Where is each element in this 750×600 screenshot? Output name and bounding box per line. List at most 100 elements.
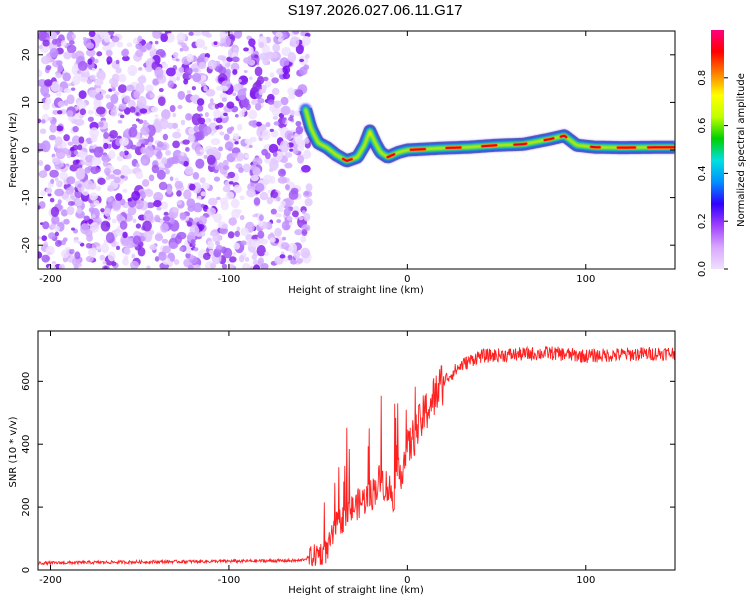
noise-blob (195, 159, 204, 169)
noise-blob (62, 72, 71, 81)
noise-blob (208, 198, 218, 206)
noise-blob (300, 236, 306, 243)
noise-blob (115, 67, 121, 73)
noise-blob (186, 198, 195, 208)
noise-blob (237, 89, 246, 100)
noise-blob (140, 126, 149, 135)
noise-blob (291, 136, 295, 139)
noise-blob (210, 98, 214, 103)
noise-blob (97, 220, 101, 224)
noise-blob (131, 191, 140, 201)
noise-blob (274, 228, 282, 237)
noise-blob (182, 139, 189, 144)
noise-blob (207, 155, 216, 165)
noise-blob (106, 232, 115, 243)
x-tick-label: -200 (39, 575, 62, 586)
noise-blob (103, 160, 108, 167)
noise-blob (83, 37, 87, 41)
noise-blob (72, 34, 76, 39)
noise-blob (250, 164, 256, 171)
ridge-peak-segment (411, 149, 425, 150)
noise-blob (67, 94, 75, 104)
noise-blob (90, 166, 99, 174)
noise-blob (128, 198, 133, 202)
noise-blob (122, 189, 127, 193)
noise-blob (91, 208, 100, 219)
noise-blob (233, 185, 242, 193)
noise-blob (273, 116, 278, 120)
noise-blob (149, 175, 155, 182)
noise-blob (39, 45, 43, 49)
noise-blob (165, 150, 171, 156)
noise-blob (96, 106, 106, 114)
noise-blob (280, 254, 286, 258)
noise-blob (76, 172, 84, 180)
noise-blob (136, 223, 141, 228)
noise-blob (52, 261, 57, 265)
noise-blob (192, 86, 196, 90)
noise-blob (136, 112, 140, 116)
noise-blob (104, 168, 111, 175)
noise-blob (214, 177, 220, 182)
noise-blob (98, 121, 104, 127)
figure-canvas: S197.2026.027.06.11.G17 -200 -100 0 100 -20… (0, 0, 750, 600)
noise-blob (190, 254, 194, 259)
noise-blob (72, 126, 78, 132)
spectrogram-panel: -200 -100 0 100 -20-1001020 Height of strai… (8, 26, 675, 296)
noise-blob (255, 103, 261, 110)
noise-blob (302, 36, 311, 46)
noise-blob (240, 196, 245, 200)
noise-blob (112, 219, 117, 224)
noise-blob (143, 230, 152, 242)
noise-blob (252, 254, 258, 260)
noise-blob (216, 118, 222, 124)
noise-blob (55, 232, 59, 237)
noise-blob (159, 182, 168, 191)
noise-blob (105, 94, 110, 98)
noise-blob (160, 223, 169, 233)
noise-blob (305, 54, 310, 59)
noise-blob (177, 91, 185, 100)
noise-blob (89, 193, 98, 201)
noise-blob (155, 119, 160, 124)
noise-blob (198, 196, 202, 200)
noise-blob (234, 29, 242, 39)
noise-blob (108, 251, 116, 261)
spectrogram-x-label: Height of straight line (km) (288, 285, 424, 296)
noise-blob (248, 38, 255, 47)
noise-blob (155, 41, 159, 45)
noise-blob (74, 251, 80, 259)
x-tick-label: 0 (404, 274, 410, 285)
y-tick-label: -20 (21, 237, 32, 253)
noise-blob (222, 97, 227, 102)
y-tick-label: 400 (21, 435, 32, 454)
noise-blob (211, 138, 220, 145)
noise-blob (180, 213, 187, 220)
noise-blob (193, 247, 198, 251)
noise-blob (95, 79, 104, 86)
noise-blob (52, 158, 61, 165)
noise-blob (186, 54, 193, 63)
noise-blob (70, 249, 74, 254)
noise-blob (41, 235, 47, 241)
noise-blob (58, 101, 65, 107)
noise-blob (56, 148, 66, 159)
noise-blob (71, 87, 75, 90)
noise-blob (272, 88, 280, 95)
noise-blob (169, 218, 175, 224)
noise-blob (271, 209, 277, 215)
noise-blob (237, 124, 242, 131)
noise-blob (163, 216, 170, 221)
noise-blob (275, 32, 282, 38)
noise-blob (225, 63, 230, 68)
noise-blob (68, 201, 75, 206)
noise-blob (82, 190, 89, 195)
noise-blob (156, 151, 162, 159)
noise-blob (194, 125, 200, 132)
noise-blob (172, 140, 180, 148)
noise-blob (289, 190, 299, 200)
noise-blob (238, 79, 242, 82)
noise-blob (265, 122, 270, 127)
noise-blob (68, 117, 73, 122)
noise-blob (112, 87, 116, 91)
